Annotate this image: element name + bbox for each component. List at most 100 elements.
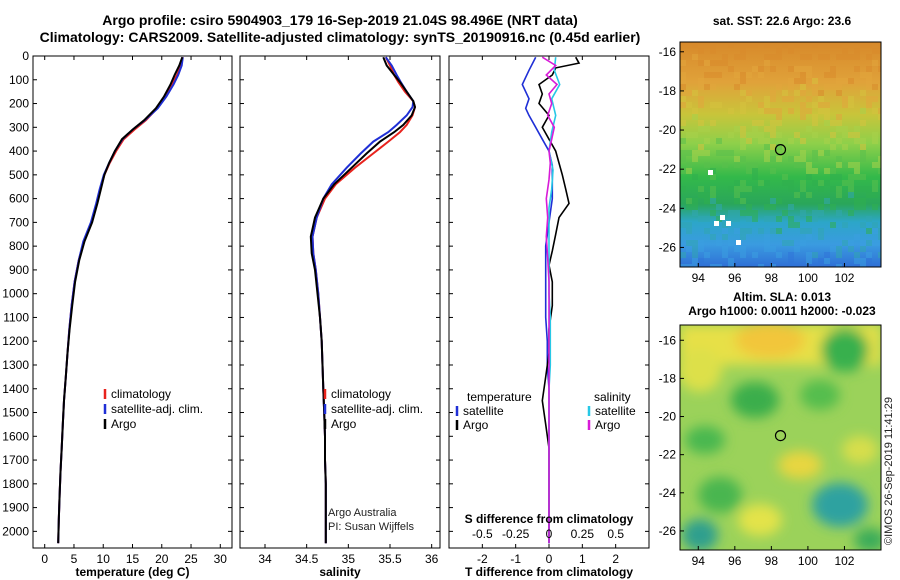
sst-pixel xyxy=(692,240,698,246)
sst-pixel xyxy=(860,198,866,204)
sst-missing-pixel xyxy=(714,221,719,226)
sst-pixel xyxy=(800,180,806,186)
sst-pixel xyxy=(800,210,806,216)
sst-pixel xyxy=(848,78,854,84)
sst-pixel xyxy=(842,180,848,186)
sst-pixel xyxy=(698,144,704,150)
sst-pixel xyxy=(800,228,806,234)
sst-pixel xyxy=(854,48,860,54)
sst-pixel xyxy=(788,264,794,267)
sst-pixel xyxy=(806,72,812,78)
sst-pixel xyxy=(854,234,860,240)
sst-pixel xyxy=(836,138,842,144)
x2-tick-label: -0.5 xyxy=(472,527,493,541)
sst-pixel xyxy=(770,132,776,138)
legend-label: Argo xyxy=(111,417,137,431)
sst-pixel xyxy=(770,168,776,174)
sst-pixel xyxy=(692,132,698,138)
sst-pixel xyxy=(770,144,776,150)
sst-pixel xyxy=(806,234,812,240)
sst-pixel xyxy=(866,78,872,84)
sst-pixel xyxy=(764,204,770,210)
sst-pixel xyxy=(848,54,854,60)
sst-pixel xyxy=(794,216,800,222)
x-tick-label: 10 xyxy=(97,552,111,566)
map-y-tick-label: -24 xyxy=(659,486,677,500)
sst-pixel xyxy=(776,228,782,234)
map-y-tick-label: -18 xyxy=(659,371,677,385)
sst-pixel xyxy=(686,198,692,204)
sst-pixel xyxy=(872,240,878,246)
sst-pixel xyxy=(794,78,800,84)
sst-pixel xyxy=(860,138,866,144)
sst-pixel xyxy=(806,258,812,264)
sst-pixel xyxy=(746,72,752,78)
sst-pixel xyxy=(854,132,860,138)
sst-pixel xyxy=(686,246,692,252)
sst-pixel xyxy=(800,78,806,84)
sst-pixel xyxy=(734,54,740,60)
sst-pixel xyxy=(824,114,830,120)
sst-pixel xyxy=(818,108,824,114)
sst-pixel xyxy=(824,102,830,108)
sst-missing-pixel xyxy=(720,215,725,220)
sst-pixel xyxy=(752,42,758,48)
sst-pixel xyxy=(728,216,734,222)
sst-pixel xyxy=(734,246,740,252)
sst-pixel xyxy=(866,186,872,192)
sst-pixel xyxy=(692,156,698,162)
x-tick-label: 36 xyxy=(425,552,439,566)
sst-pixel xyxy=(806,192,812,198)
sst-pixel xyxy=(740,186,746,192)
sst-pixel xyxy=(812,150,818,156)
sst-pixel xyxy=(866,66,872,72)
sst-pixel xyxy=(812,216,818,222)
sst-pixel xyxy=(758,66,764,72)
sst-pixel xyxy=(698,126,704,132)
sst-pixel xyxy=(836,78,842,84)
x-tick-label: 15 xyxy=(126,552,140,566)
sst-pixel xyxy=(878,156,881,162)
sst-pixel xyxy=(734,156,740,162)
sst-pixel xyxy=(692,264,698,267)
sst-pixel xyxy=(716,72,722,78)
sst-pixel xyxy=(680,90,686,96)
sst-pixel xyxy=(770,264,776,267)
sst-pixel xyxy=(692,150,698,156)
y-tick-label: 600 xyxy=(9,192,29,206)
sst-pixel xyxy=(794,90,800,96)
sst-pixel xyxy=(830,204,836,210)
sst-pixel xyxy=(740,180,746,186)
sst-pixel xyxy=(704,84,710,90)
sst-pixel xyxy=(686,228,692,234)
sst-pixel xyxy=(770,204,776,210)
sst-pixel xyxy=(728,150,734,156)
sst-pixel xyxy=(716,102,722,108)
sst-pixel xyxy=(770,126,776,132)
sst-pixel xyxy=(740,264,746,267)
sst-pixel xyxy=(704,228,710,234)
sst-pixel xyxy=(824,252,830,258)
sst-pixel xyxy=(788,108,794,114)
sst-pixel xyxy=(752,186,758,192)
sst-pixel xyxy=(872,192,878,198)
sst-pixel xyxy=(716,216,722,222)
sst-map-title: sat. SST: 22.6 Argo: 23.6 xyxy=(713,14,852,28)
credit-argo-australia: Argo Australia xyxy=(328,507,397,519)
map-x-tick-label: 94 xyxy=(692,271,706,285)
sst-pixel xyxy=(740,108,746,114)
sst-pixel xyxy=(842,222,848,228)
sst-pixel xyxy=(830,222,836,228)
sst-pixel xyxy=(752,174,758,180)
sst-pixel xyxy=(824,180,830,186)
sst-pixel xyxy=(824,264,830,267)
map-y-tick-label: -20 xyxy=(659,410,677,424)
sst-pixel xyxy=(770,216,776,222)
sst-pixel xyxy=(812,180,818,186)
sst-pixel xyxy=(854,138,860,144)
map-x-tick-label: 100 xyxy=(798,554,818,568)
sst-pixel xyxy=(686,204,692,210)
sst-pixel xyxy=(836,54,842,60)
sst-pixel xyxy=(842,54,848,60)
